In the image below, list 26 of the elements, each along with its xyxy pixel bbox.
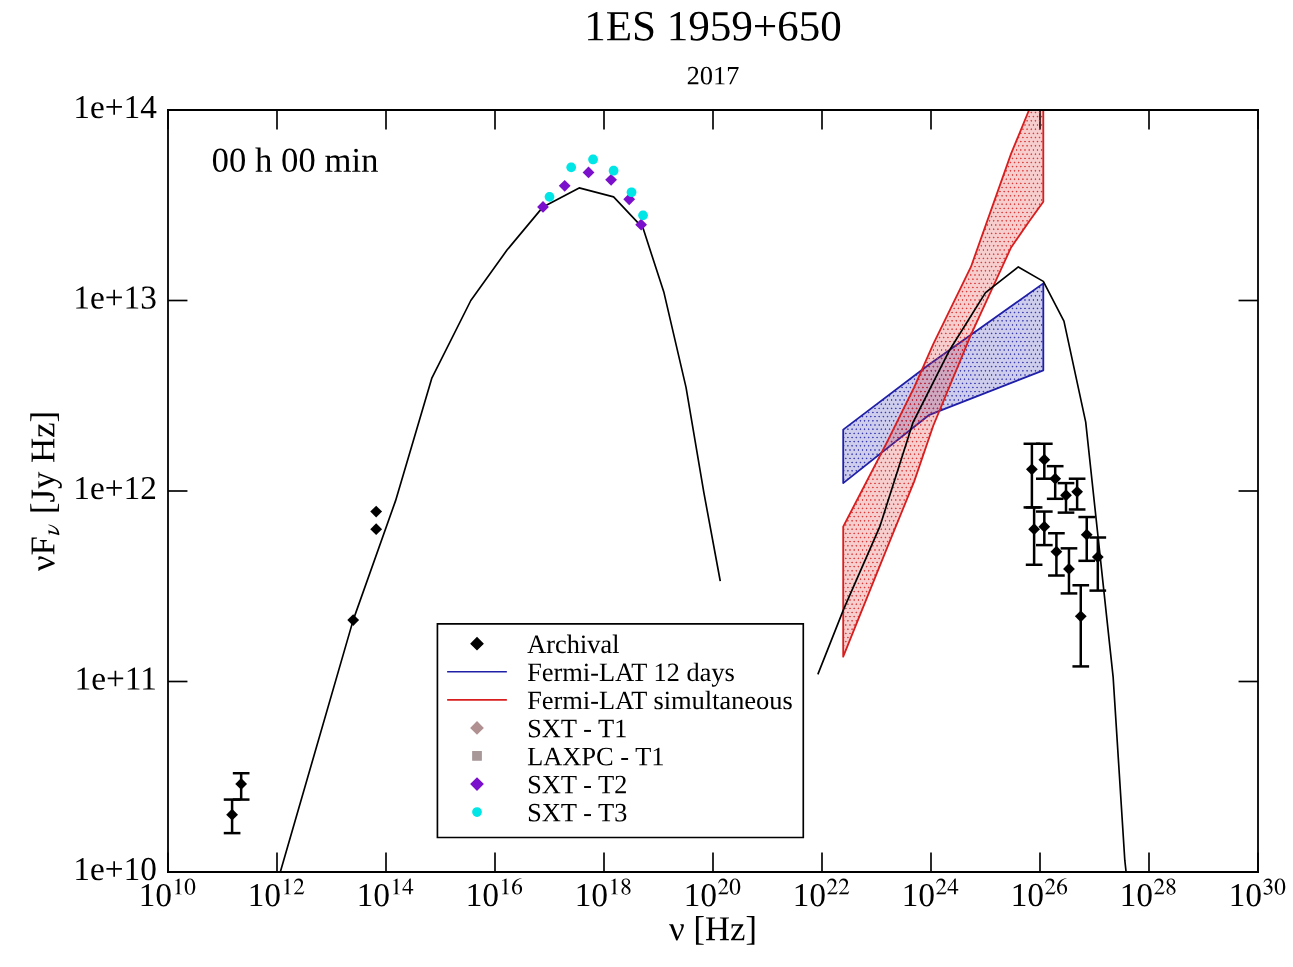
x-tick-label: 10$^{12}$ [250,878,305,907]
x-tick-label: 10$^{18}$ [577,878,631,907]
legend-label: SXT - T3 [528,803,627,822]
y-axis-title: νF$_{ν}$ [Jy Hz] [30,413,62,572]
x-tick-label: 10$^{28}$ [1122,878,1176,907]
x-tick-label: 10$^{24}$ [904,878,959,907]
y-tick-label: 1e+14 [76,96,157,119]
x-tick-label: 10$^{22}$ [795,878,850,907]
x-tick-label: 10$^{26}$ [1013,878,1068,907]
chart-subtitle: 2017 [687,66,739,85]
legend-label: SXT - T1 [528,719,626,738]
x-tick-label: 10$^{16}$ [468,878,523,907]
annotation: 00 h 00 min [212,147,378,173]
y-tick-label: 1e+11 [77,667,155,690]
x-tick-label: 10$^{20}$ [686,878,741,907]
x-tick-label: 10$^{30}$ [1231,878,1286,907]
x-tick-label: 10$^{14}$ [359,878,414,907]
legend-label: Fermi-LAT 12 days [527,662,734,687]
y-tick-label: 1e+12 [76,476,156,500]
legend-label: Archival [527,634,619,654]
x-axis-title: ν [Hz] [669,916,755,945]
legend-label: SXT - T2 [528,775,626,794]
legend-label: LAXPC - T1 [527,747,663,766]
y-tick-label: 1e+13 [76,286,156,309]
legend-label: Fermi-LAT simultaneous [527,690,792,710]
chart-title: 1ES 1959+650 [588,11,841,41]
